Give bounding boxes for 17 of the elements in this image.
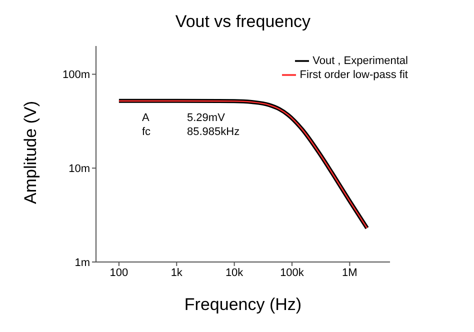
y-tick-label: 100m [62, 69, 90, 82]
x-axis-title: Frequency (Hz) [184, 295, 302, 314]
legend-label: Vout , Experimental [312, 55, 408, 67]
x-tick-label: 10k [225, 266, 244, 279]
y-tick-label: 10m [68, 163, 90, 176]
x-tick-label: 100k [280, 266, 304, 279]
x-tick-label: 100 [110, 266, 128, 279]
legend-label: First order low-pass fit [300, 69, 408, 82]
y-tick-label: 1m [74, 256, 90, 269]
text: 5.29mV [187, 112, 225, 124]
text: 85.985kHz [187, 126, 240, 138]
text: fc [142, 126, 151, 138]
y-axis-title: Amplitude (V) [21, 101, 40, 204]
text: A [142, 112, 150, 124]
chart-title: Vout vs frequency [174, 12, 312, 32]
x-tick-label: 1k [170, 266, 183, 279]
x-tick-label: 1M [342, 266, 358, 279]
